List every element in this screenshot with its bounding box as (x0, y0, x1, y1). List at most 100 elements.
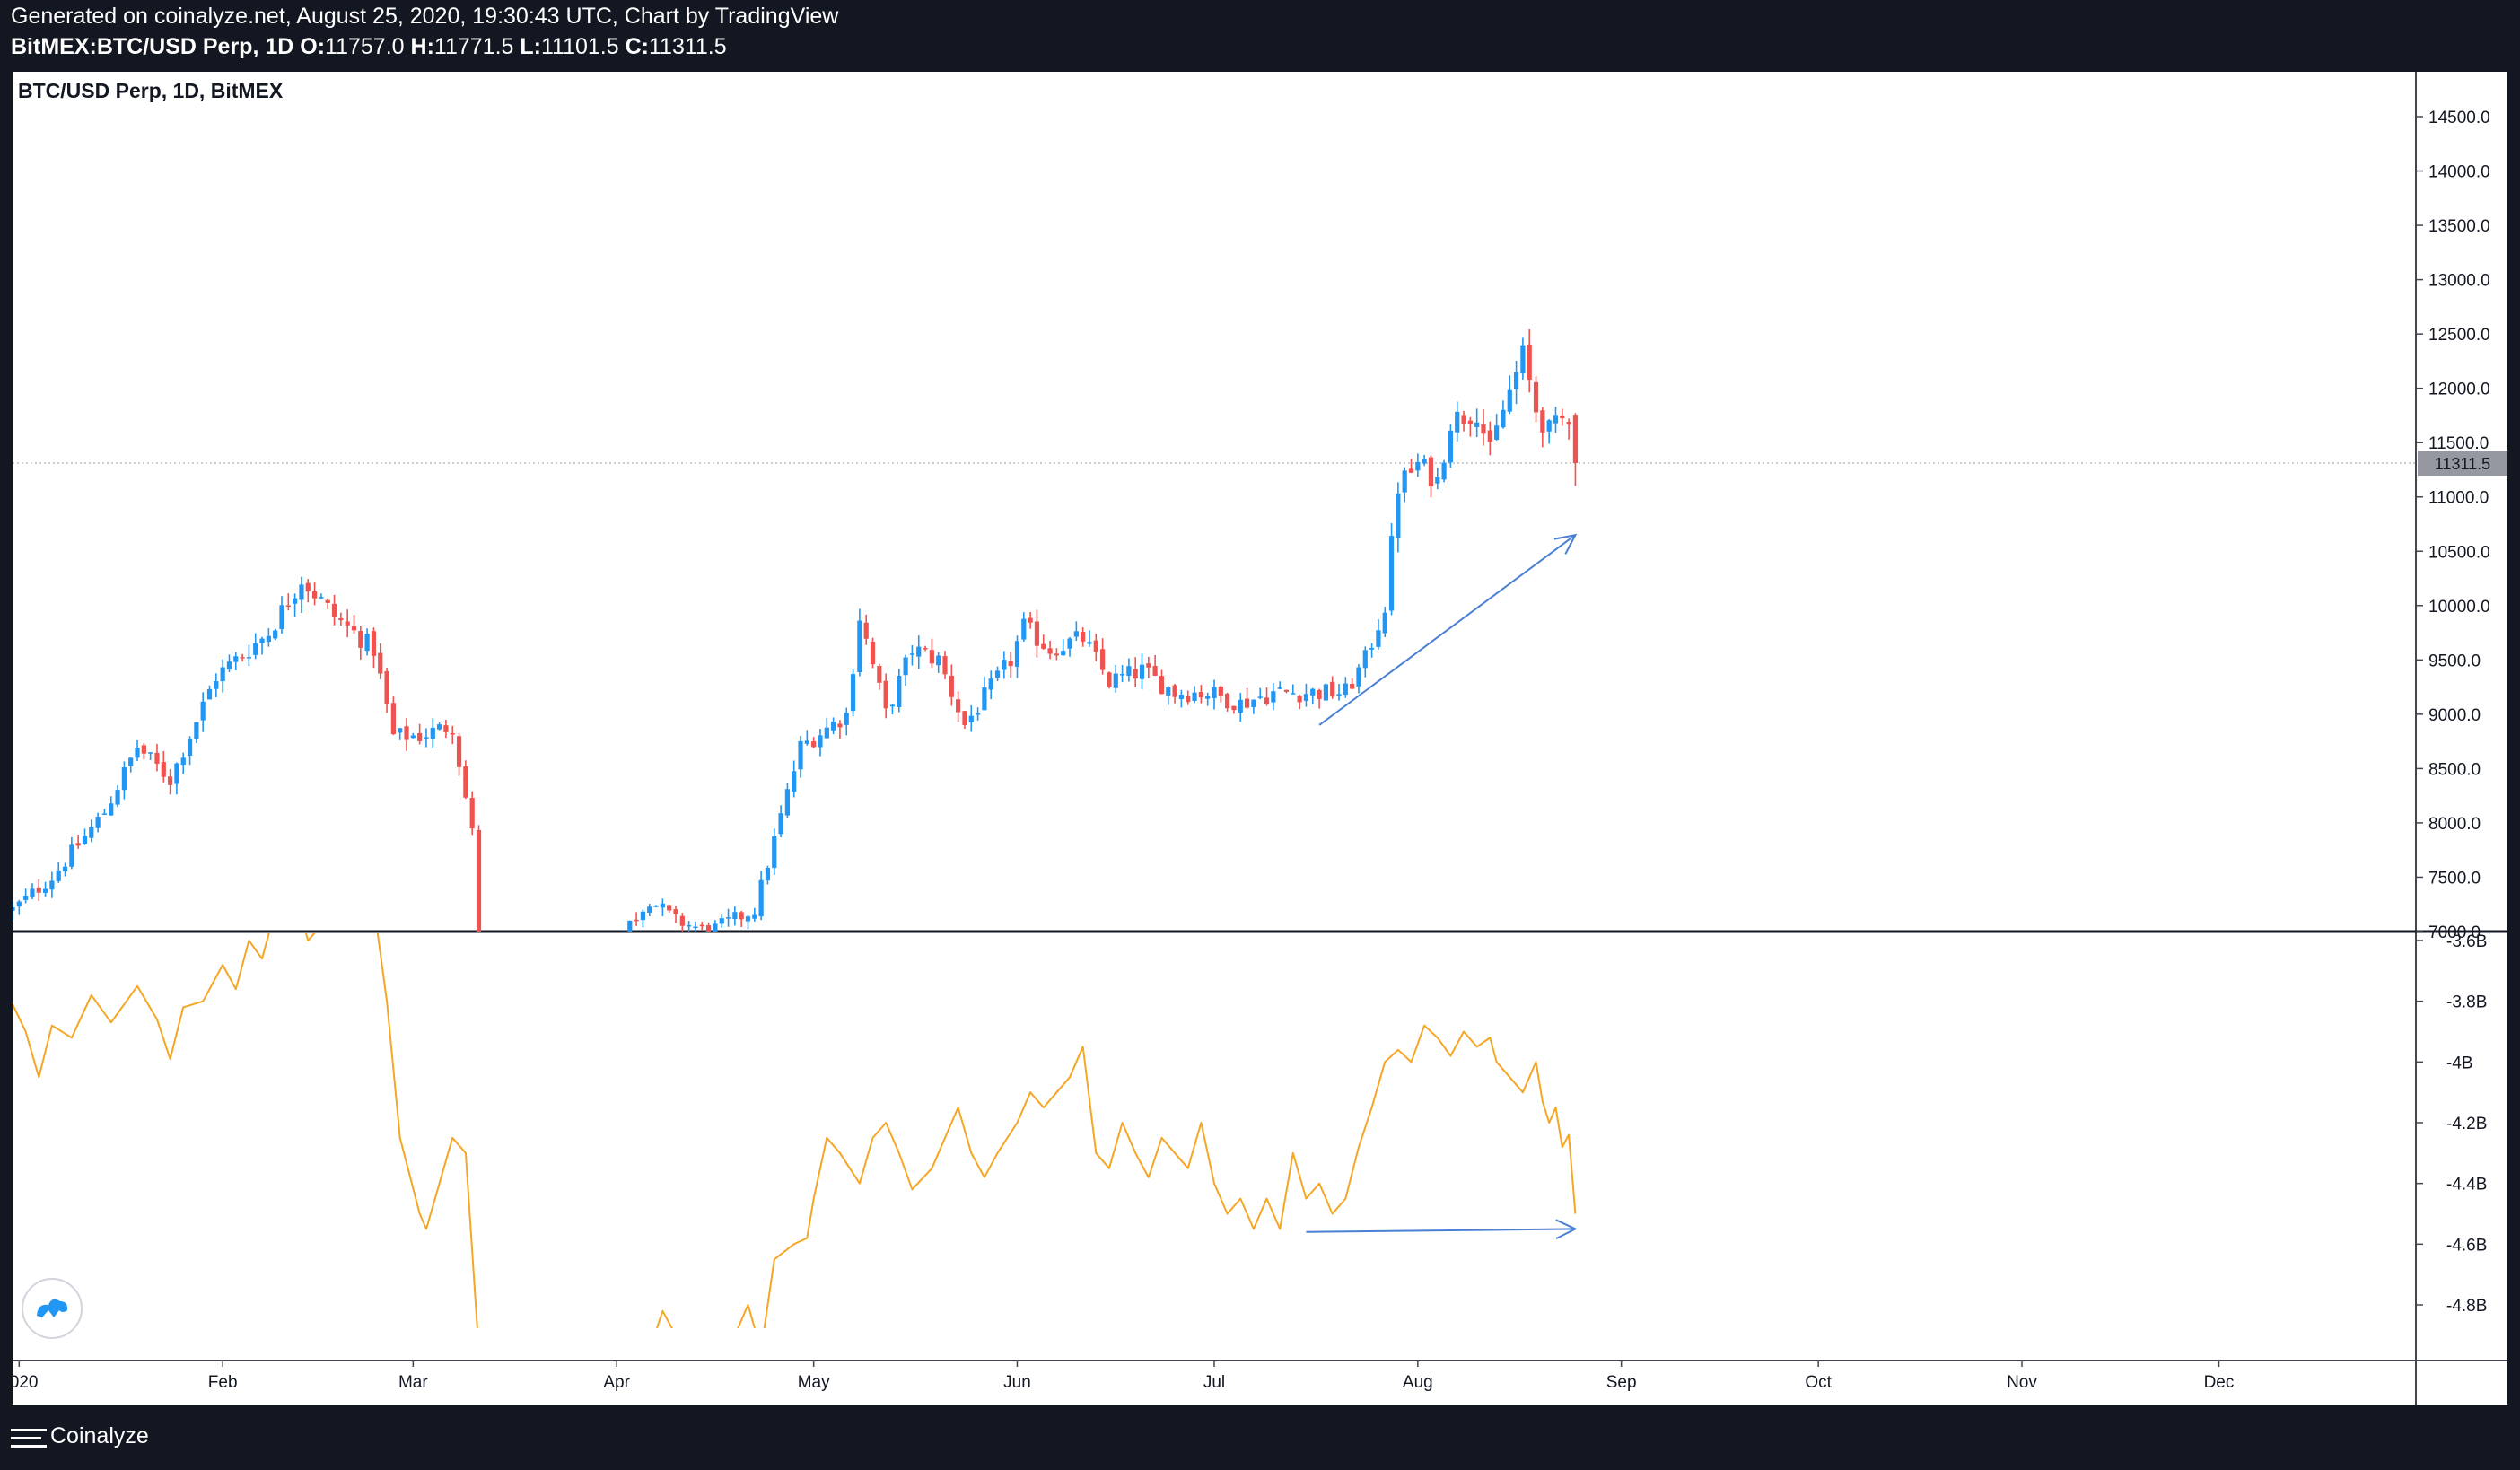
candle (121, 761, 127, 800)
candle-body (1218, 687, 1223, 696)
candle (1369, 643, 1375, 658)
candle (1546, 419, 1552, 444)
candle (1533, 376, 1539, 423)
candle-body (345, 621, 350, 626)
oi-axis-label: -4.4B (2446, 1176, 2487, 1194)
candle (1310, 687, 1316, 704)
close-label: C: (625, 34, 649, 59)
candle (784, 783, 790, 818)
candle (916, 635, 922, 669)
menu-icon[interactable] (11, 1425, 48, 1452)
price-axis-label: 11000.0 (2428, 489, 2489, 508)
chart-area[interactable]: 7000.0 7500.0 8000.0 8500.0 9000.0 9500.0 1000… (0, 72, 2507, 1405)
low-value: 11101.5 (540, 34, 619, 59)
candle-body (1244, 698, 1250, 708)
candle (929, 638, 934, 669)
candle-body (338, 617, 344, 621)
candle-body (246, 657, 252, 659)
candle-body (121, 767, 127, 791)
candle (1218, 685, 1223, 703)
candle-body (56, 870, 61, 881)
candle (1014, 635, 1020, 678)
candle (903, 654, 908, 687)
candle (430, 718, 435, 748)
candle-body (1310, 688, 1316, 696)
candle (1257, 687, 1263, 700)
candle (1113, 664, 1118, 693)
time-axis-label: 2020 (13, 1373, 38, 1392)
candle-body (240, 657, 245, 659)
candle-body (1474, 422, 1480, 427)
candle (1238, 693, 1243, 722)
candle-body (1192, 692, 1197, 701)
candle (1126, 658, 1132, 682)
candle (1422, 454, 1427, 467)
candle (161, 750, 166, 783)
candle (95, 812, 101, 833)
candle-body (705, 924, 712, 932)
candle (739, 910, 744, 928)
price-axis-label: 12000.0 (2428, 381, 2490, 399)
candle (1251, 699, 1256, 714)
candle (1487, 421, 1492, 456)
candle-body (1126, 666, 1132, 677)
candle (62, 862, 68, 877)
candle-body (1087, 642, 1092, 644)
candle-body (1350, 684, 1355, 689)
candle (443, 719, 449, 739)
candle-body (273, 630, 278, 639)
candle (1388, 522, 1395, 616)
tradingview-logo[interactable] (22, 1278, 83, 1339)
candle (811, 737, 817, 748)
trend-arrow-shaft (1318, 534, 1577, 726)
candle-body (772, 836, 777, 869)
candle-body (404, 726, 409, 740)
candle (109, 796, 114, 816)
candle (1054, 648, 1059, 661)
candle (141, 742, 146, 760)
oi-axis-label: -4B (2446, 1054, 2473, 1072)
oi-axis[interactable]: -3.6B -3.8B -4B -4.2B -4.4B -4.6B -4.8B (2416, 932, 2487, 1316)
candle-body (42, 888, 48, 893)
candle-body (745, 916, 751, 922)
candle (897, 669, 902, 713)
time-axis-label: Oct (1805, 1373, 1832, 1392)
brand-name[interactable]: Coinalyze (50, 1423, 149, 1448)
candle-body (187, 739, 193, 756)
candle-body (1225, 693, 1230, 709)
candle (325, 598, 330, 610)
candle-body (897, 676, 902, 707)
time-axis-label: Jun (1003, 1373, 1031, 1392)
candle-body (69, 844, 74, 867)
candle (23, 888, 29, 904)
candle (975, 707, 981, 721)
time-axis[interactable]: 2020 Feb Mar Apr May Jun Jul Aug Sep Oct Nov Dec (0, 1361, 2234, 1392)
candle-body (752, 914, 757, 919)
price-axis-label: 10500.0 (2428, 543, 2490, 562)
candle-body (923, 648, 928, 650)
candle-body (1422, 459, 1427, 464)
candle-body (1159, 676, 1165, 695)
candle (233, 652, 239, 671)
symbol-label: BitMEX:BTC/USD Perp, 1D (11, 34, 294, 59)
candle-body (1376, 630, 1381, 647)
price-axis[interactable]: 7000.0 7500.0 8000.0 8500.0 9000.0 9500.0 1000… (2416, 109, 2490, 942)
candle (30, 883, 35, 900)
chart-svg[interactable]: 7000.0 7500.0 8000.0 8500.0 9000.0 9500.0 1000… (0, 72, 2507, 1405)
candle (378, 643, 383, 679)
candle (1119, 665, 1125, 683)
candle-body (1297, 696, 1302, 703)
candle (1244, 687, 1250, 710)
candle (889, 704, 896, 715)
candle (463, 760, 468, 800)
candle (824, 717, 829, 739)
candle (732, 906, 738, 926)
candle-body (640, 911, 646, 921)
candle-body (259, 638, 265, 643)
candle (831, 717, 836, 735)
candle (1474, 408, 1480, 438)
candle-body (1178, 695, 1185, 699)
candle-body (1546, 420, 1552, 432)
price-axis-label: 10000.0 (2428, 598, 2490, 617)
candle (765, 865, 771, 885)
